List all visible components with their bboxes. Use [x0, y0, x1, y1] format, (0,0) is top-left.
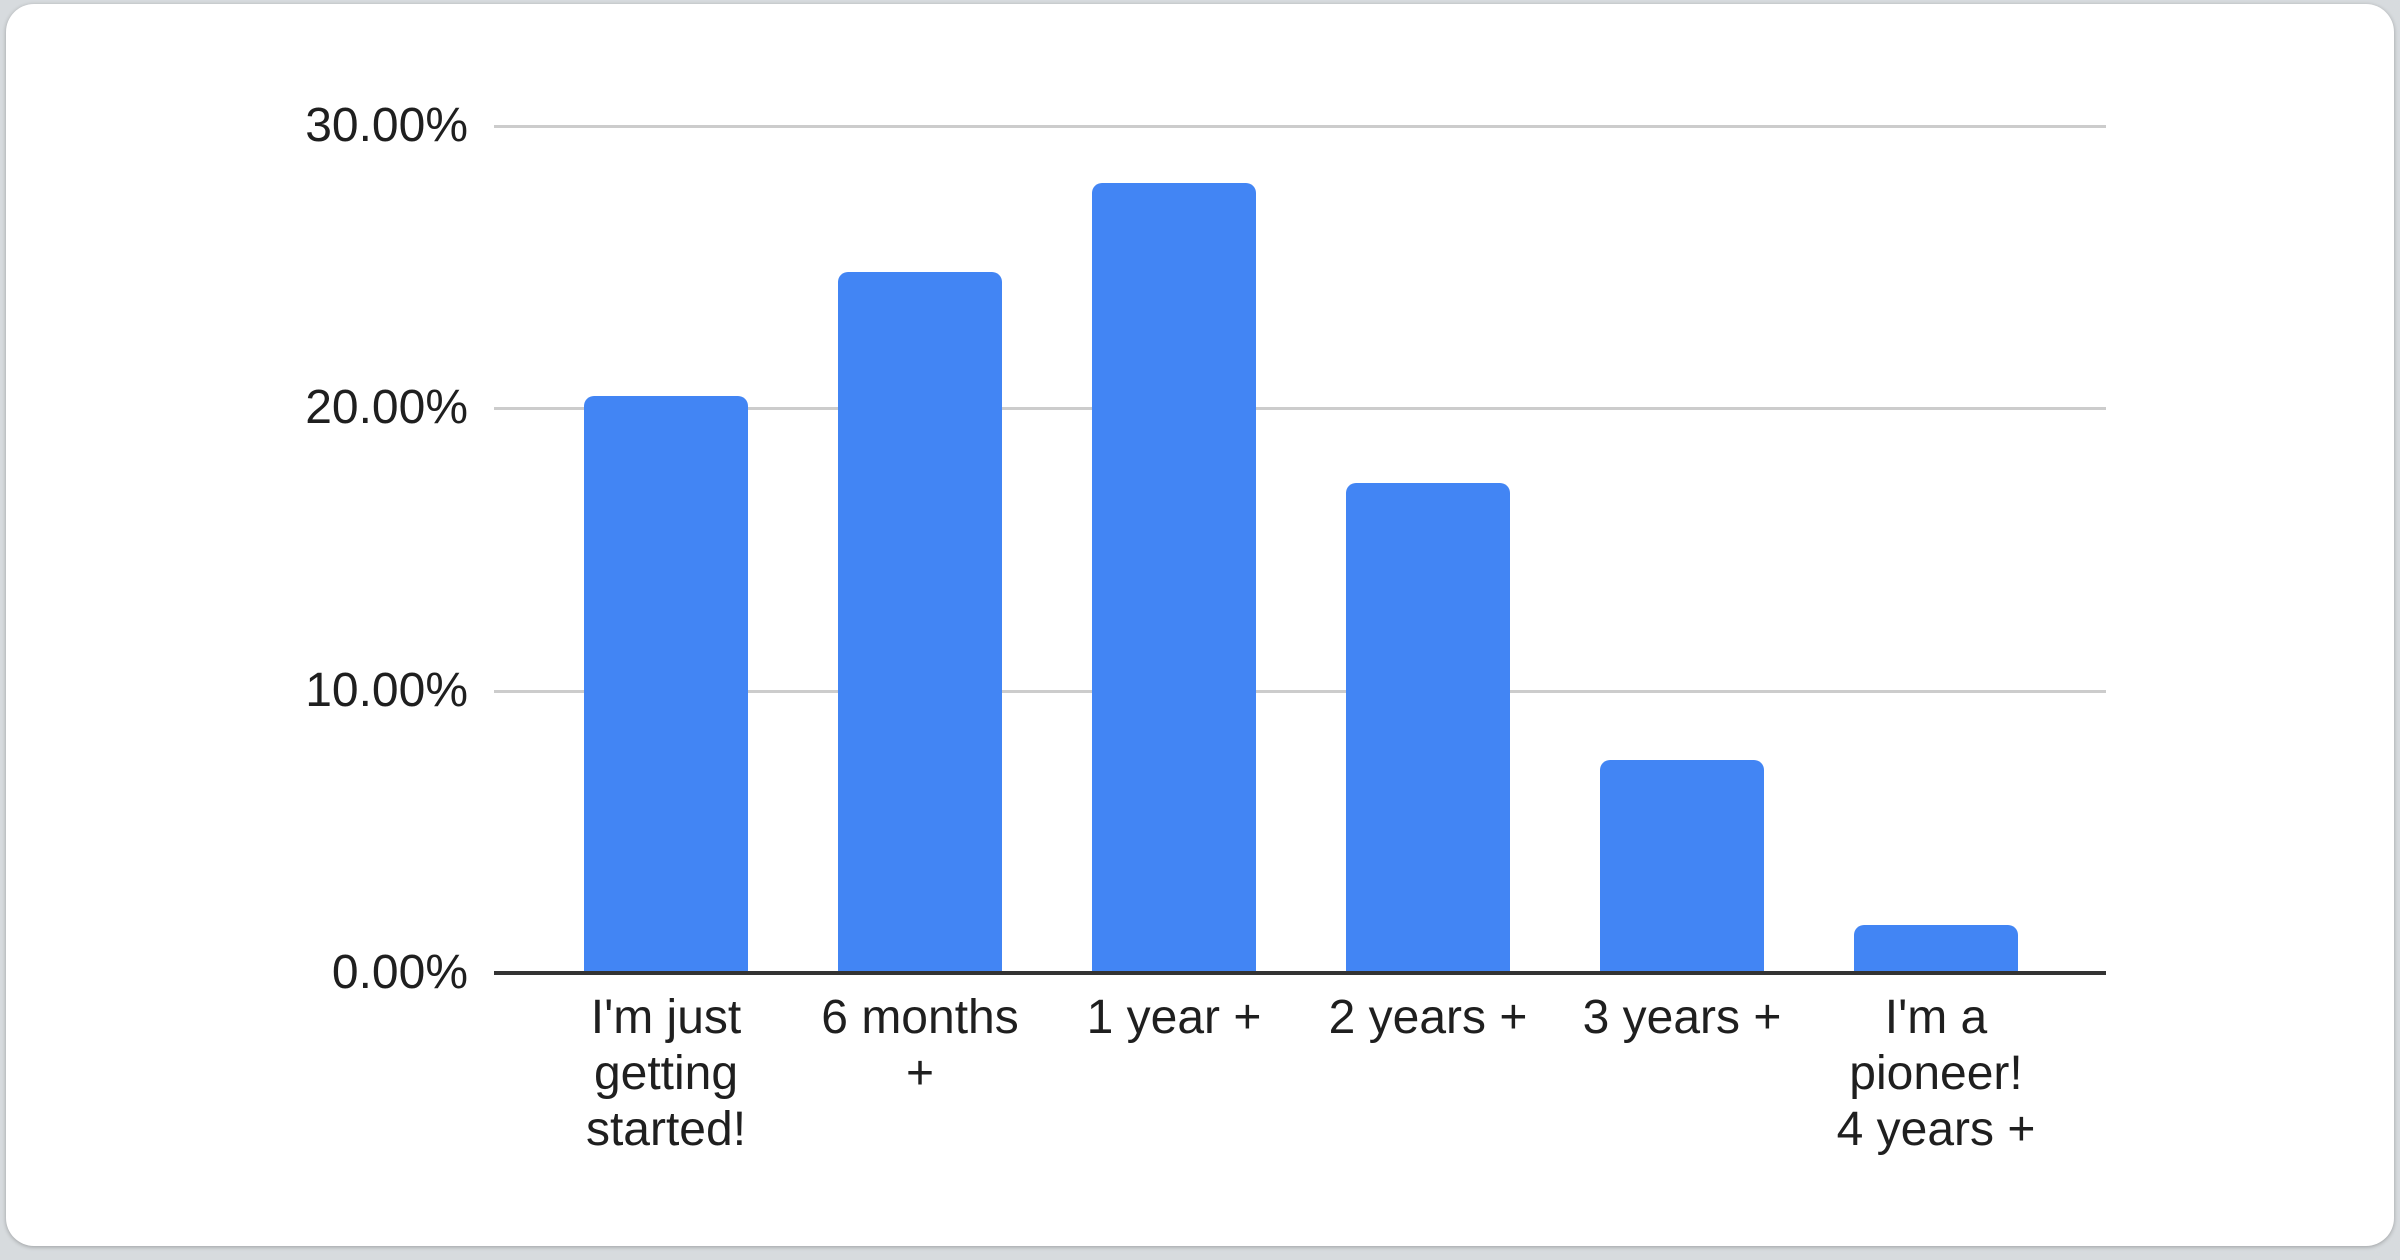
x-axis-category-label-line: +: [905, 1047, 935, 1100]
bar-6-months-plus[interactable]: [838, 272, 1002, 973]
x-axis-category-label: I'm just getting started!: [506, 990, 826, 1158]
gridline: [494, 125, 2106, 128]
y-axis-tick-label: 30.00%: [305, 99, 468, 152]
gridline: [494, 690, 2106, 693]
x-axis-category-label-line: 3 years +: [1582, 991, 1782, 1044]
bar-i-m-just-getting-started[interactable]: [584, 396, 748, 973]
x-axis-category-label-line: pioneer!: [1849, 1047, 2023, 1100]
bar-1-year-plus[interactable]: [1092, 183, 1256, 973]
y-axis-tick-label: 20.00%: [305, 381, 468, 434]
y-axis-tick-label: 0.00%: [331, 946, 468, 999]
gridline: [494, 407, 2106, 410]
bar-3-years-plus[interactable]: [1600, 760, 1764, 973]
y-axis-tick-label: 10.00%: [305, 664, 468, 717]
x-axis-category-label-line: 6 months: [821, 991, 1019, 1044]
x-axis-category-label-line: 4 years +: [1836, 1103, 2036, 1156]
plot-area: [494, 125, 2106, 975]
x-axis-category-label: 6 months +: [760, 990, 1080, 1102]
bar-2-years-plus[interactable]: [1346, 483, 1510, 973]
x-axis-category-label-line: I'm just: [590, 991, 742, 1044]
x-axis-category-label-line: I'm a: [1884, 991, 1988, 1044]
x-axis-category-label: 3 years +: [1522, 990, 1842, 1046]
chart-card: 30.00% 20.00% 10.00% 0.00% I'm just getting s…: [6, 4, 2394, 1246]
x-axis-category-label: I'm a pioneer! 4 years +: [1776, 990, 2096, 1158]
x-axis-category-label-line: 2 years +: [1328, 991, 1528, 1044]
y-axis-labels: 30.00% 20.00% 10.00% 0.00%: [6, 4, 468, 1260]
x-axis-category-label-line: started!: [585, 1103, 747, 1156]
bar-i-m-a-pioneer-4-years-plus[interactable]: [1854, 925, 2018, 973]
x-axis-labels: I'm just getting started! 6 months +1 year +…: [6, 4, 2400, 1260]
x-axis-category-label: 2 years +: [1268, 990, 1588, 1046]
x-axis-category-label-line: getting: [593, 1047, 739, 1100]
x-axis-category-label: 1 year +: [1014, 990, 1334, 1046]
x-axis-line: [494, 971, 2106, 975]
x-axis-category-label-line: 1 year +: [1086, 991, 1262, 1044]
